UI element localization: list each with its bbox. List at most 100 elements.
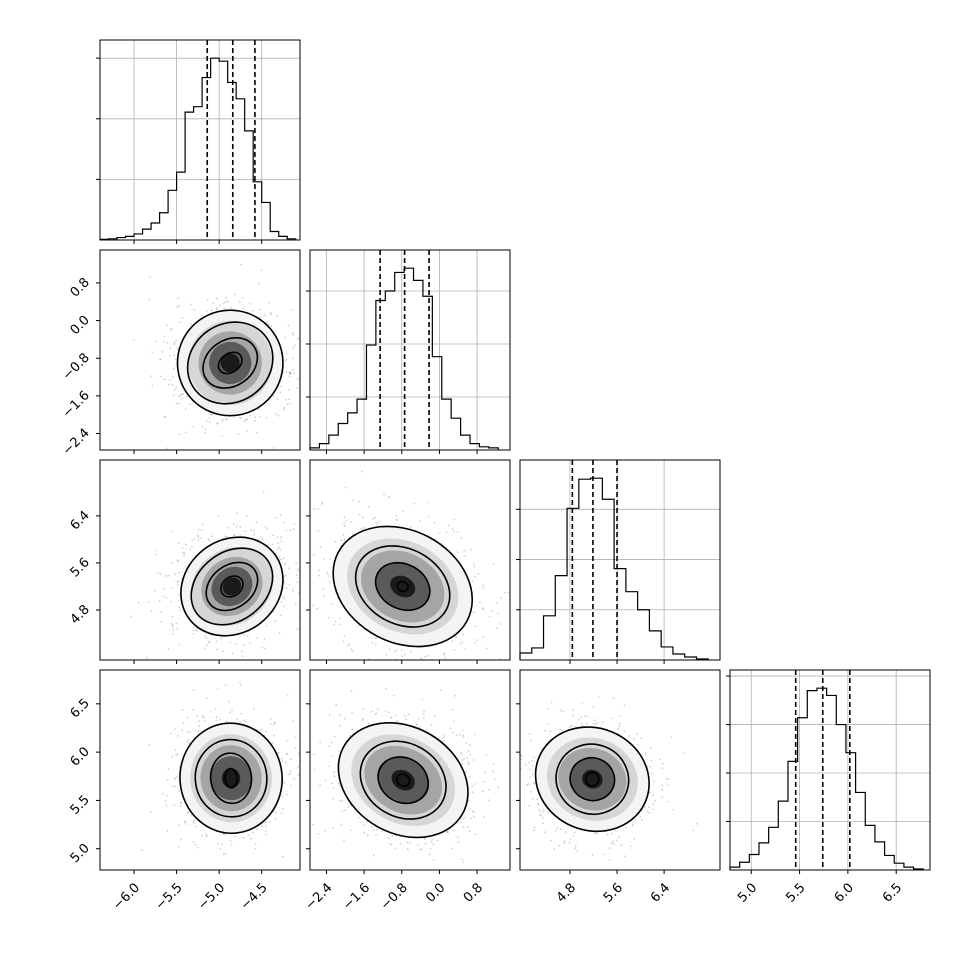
scatter-point	[265, 624, 268, 627]
scatter-point	[667, 784, 670, 786]
scatter-point	[285, 352, 288, 355]
scatter-point	[221, 418, 224, 421]
scatter-point	[249, 414, 252, 417]
scatter-point	[413, 502, 416, 505]
scatter-point	[342, 533, 345, 536]
scatter-point	[196, 534, 199, 537]
scatter-point	[474, 733, 477, 736]
scatter-point	[328, 745, 330, 747]
scatter-point	[459, 733, 461, 736]
scatter-point	[284, 359, 287, 362]
scatter-point	[150, 610, 153, 612]
scatter-point	[361, 470, 363, 473]
scatter-point	[204, 635, 207, 638]
scatter-point	[292, 333, 295, 336]
scatter-point	[271, 741, 274, 744]
scatter-point	[624, 826, 627, 829]
scatter-point	[296, 386, 299, 389]
scatter-point	[208, 417, 211, 420]
scatter-point	[283, 605, 286, 608]
scatter-point	[510, 765, 512, 767]
scatter-point	[177, 560, 180, 562]
density-level	[220, 353, 240, 373]
scatter-point	[222, 853, 225, 856]
scatter-point	[193, 819, 196, 822]
scatter-point	[219, 304, 222, 307]
scatter-point	[253, 534, 256, 536]
scatter-point	[385, 654, 388, 656]
scatter-point	[133, 339, 136, 342]
scatter-point	[402, 510, 405, 513]
scatter-point	[289, 402, 292, 405]
scatter-point	[216, 307, 219, 309]
panel-content	[305, 470, 510, 677]
scatter-point	[253, 530, 255, 533]
scatter-point	[499, 597, 502, 600]
scatter-point	[297, 765, 299, 768]
scatter-point	[205, 637, 208, 640]
scatter-point	[167, 574, 170, 577]
scatter-point	[280, 757, 283, 760]
scatter-point	[463, 555, 466, 557]
scatter-point	[273, 722, 276, 725]
scatter-point	[263, 638, 266, 641]
scatter-point	[181, 729, 184, 732]
scatter-point	[499, 623, 502, 625]
scatter-point	[211, 413, 214, 416]
scatter-point	[302, 597, 304, 599]
scatter-point	[210, 413, 213, 416]
scatter-point	[460, 751, 463, 754]
scatter-point	[497, 786, 500, 789]
scatter-point	[288, 773, 291, 776]
scatter-point	[374, 643, 377, 646]
scatter-point	[383, 493, 385, 496]
scatter-point	[265, 321, 268, 323]
scatter-point	[558, 844, 561, 847]
scatter-point	[327, 575, 330, 577]
scatter-point	[426, 654, 429, 657]
pair-frame	[99, 669, 301, 871]
scatter-point	[159, 572, 162, 575]
scatter-point	[536, 798, 538, 801]
scatter-point	[166, 779, 169, 782]
scatter-point	[273, 447, 276, 449]
scatter-point	[161, 350, 164, 353]
scatter-point	[170, 600, 173, 603]
scatter-point	[253, 707, 255, 710]
scatter-point	[305, 559, 307, 561]
scatter-point	[258, 408, 261, 410]
scatter-point	[274, 721, 276, 724]
scatter-point	[178, 571, 180, 574]
scatter-point	[250, 529, 252, 532]
scatter-point	[572, 714, 574, 717]
scatter-point	[503, 591, 506, 594]
scatter-point	[249, 303, 252, 305]
scatter-point	[189, 403, 192, 406]
scatter-point	[469, 753, 472, 756]
scatter-point	[196, 665, 198, 667]
scatter-point	[224, 535, 227, 538]
scatter-point	[166, 341, 169, 344]
contour-1	[374, 561, 431, 612]
scatter-point	[283, 597, 285, 600]
scatter-point	[265, 730, 268, 733]
scatter-point	[179, 805, 182, 807]
scatter-point	[445, 531, 448, 534]
scatter-point	[334, 540, 337, 543]
scatter-point	[261, 538, 264, 541]
scatter-point	[326, 571, 329, 574]
scatter-point	[332, 797, 334, 800]
density-level	[222, 577, 242, 596]
scatter-point	[391, 675, 393, 677]
scatter-point	[363, 824, 366, 827]
scatter-point	[424, 843, 427, 845]
scatter-point	[295, 735, 297, 738]
scatter-point	[214, 708, 217, 711]
scatter-point	[215, 640, 218, 643]
contour-1	[377, 756, 429, 805]
scatter-point	[192, 708, 195, 711]
scatter-point	[451, 847, 453, 850]
scatter-point	[230, 843, 233, 846]
scatter-point	[492, 563, 495, 565]
scatter-point	[229, 711, 231, 714]
